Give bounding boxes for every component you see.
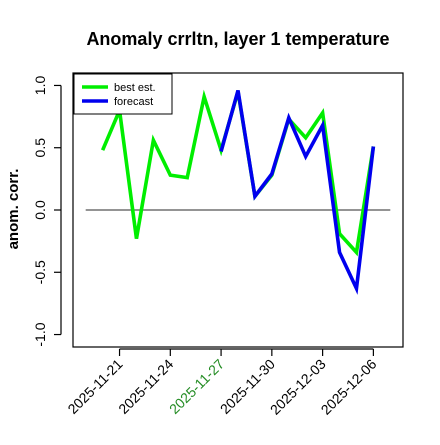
legend: best est. forecast: [73, 73, 173, 115]
y-tick-label: 0.0: [32, 200, 48, 220]
y-axis-label: anom. corr.: [5, 169, 22, 250]
chart-title: Anomaly crrltn, layer 1 temperature: [86, 29, 389, 49]
legend-box: [73, 73, 173, 115]
y-tick-label: -1.0: [32, 322, 48, 346]
series-line-forecast: [219, 89, 376, 295]
y-tick-label: 1.0: [32, 76, 48, 96]
y-tick-label: -0.5: [32, 260, 48, 284]
legend-label-forecast: forecast: [114, 96, 153, 108]
y-tick-label: 0.5: [32, 138, 48, 158]
plot-frame: [72, 72, 404, 348]
legend-label-best-est: best est.: [114, 82, 156, 94]
